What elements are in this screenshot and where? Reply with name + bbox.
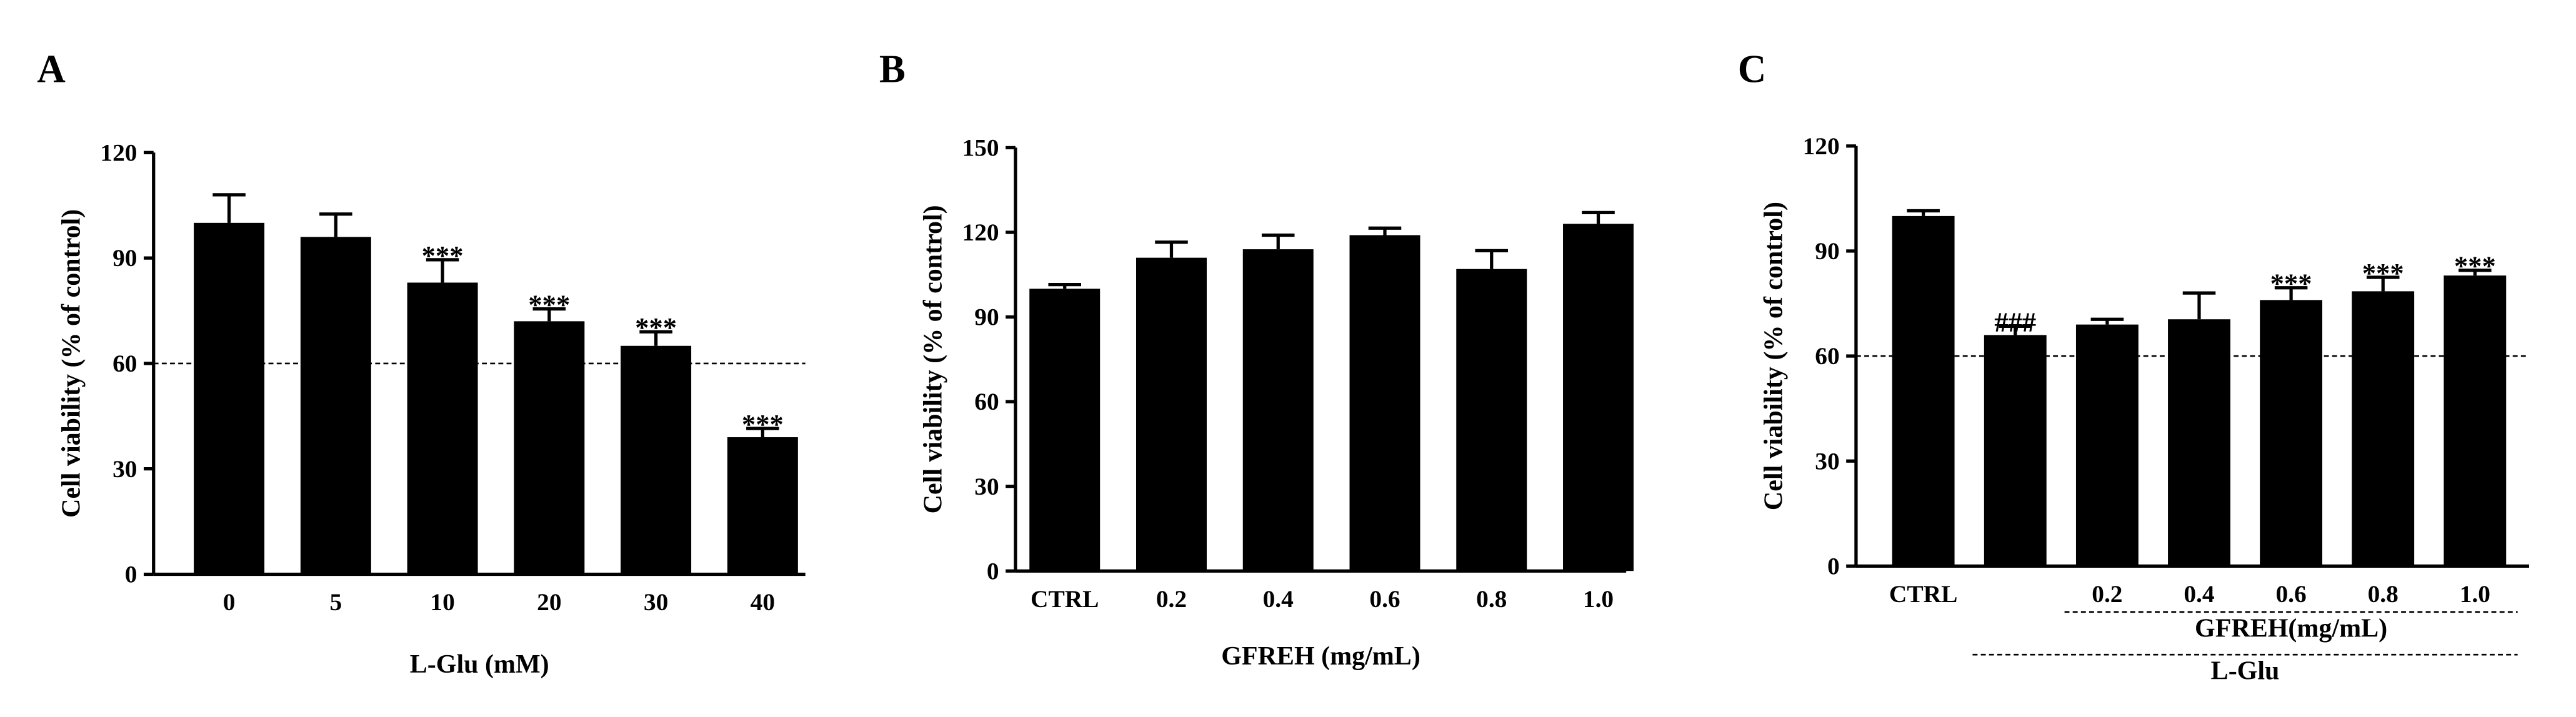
bar xyxy=(621,345,692,575)
y-tick-label: 90 xyxy=(112,244,137,272)
panel-label: A xyxy=(37,47,66,91)
bar xyxy=(514,321,585,575)
x-tick-label: 20 xyxy=(537,588,561,616)
y-tick-label: 30 xyxy=(112,455,137,483)
bar xyxy=(1984,335,2047,566)
y-tick-label: 0 xyxy=(1827,552,1840,580)
y-tick-label: 120 xyxy=(962,219,999,246)
x-tick-label: 0.4 xyxy=(1263,585,1294,613)
x-tick-label: 0 xyxy=(223,588,236,616)
x-tick-label: 1.0 xyxy=(2460,580,2490,608)
significance-label: *** xyxy=(2270,268,2312,299)
bar xyxy=(2444,275,2507,566)
significance-label: *** xyxy=(742,408,784,440)
x-tick-label: CTRL xyxy=(1889,580,1957,608)
group-label: L-Glu xyxy=(2211,657,2280,686)
x-tick-label: 0.6 xyxy=(2275,580,2306,608)
bar xyxy=(407,282,478,575)
x-tick-label: 1.0 xyxy=(1583,585,1614,613)
significance-label: *** xyxy=(635,312,677,343)
y-tick-label: 30 xyxy=(974,473,999,500)
y-axis-label: Cell viability (% of control) xyxy=(57,209,86,518)
x-tick-label: 0.6 xyxy=(1369,585,1400,613)
bar xyxy=(2075,324,2139,566)
y-tick-label: 90 xyxy=(974,304,999,331)
bar xyxy=(1242,249,1314,571)
significance-label: *** xyxy=(528,289,570,320)
x-tick-label: 0.2 xyxy=(2092,580,2122,608)
y-tick-label: 0 xyxy=(125,561,137,588)
x-tick-label: 40 xyxy=(751,588,775,616)
group-label: GFREH(mg/mL) xyxy=(2195,614,2387,643)
significance-label: *** xyxy=(2362,257,2404,289)
bar xyxy=(194,222,265,575)
y-tick-label: 120 xyxy=(100,139,137,166)
x-tick-label: 30 xyxy=(644,588,668,616)
x-tick-label: CTRL xyxy=(1031,585,1099,613)
y-tick-label: 60 xyxy=(112,350,137,377)
x-tick-label: 0.8 xyxy=(1476,585,1507,613)
bar xyxy=(1563,224,1634,571)
bar xyxy=(727,437,798,575)
panel-label: B xyxy=(879,47,906,91)
y-axis-label: Cell viability (% of control) xyxy=(919,205,948,513)
bar xyxy=(1029,289,1101,571)
bar xyxy=(1349,235,1420,571)
significance-label: *** xyxy=(2454,250,2496,282)
y-tick-label: 60 xyxy=(1815,342,1839,370)
bar xyxy=(2352,291,2415,566)
bar xyxy=(300,237,371,575)
bar xyxy=(1136,257,1207,571)
bar xyxy=(1456,269,1527,571)
y-tick-label: 0 xyxy=(987,557,999,585)
bar xyxy=(2168,319,2230,566)
y-tick-label: 30 xyxy=(1815,447,1839,475)
panel-label: C xyxy=(1738,47,1767,91)
significance-label: *** xyxy=(422,240,464,271)
x-tick-label: 0.2 xyxy=(1156,585,1187,613)
x-tick-label: 5 xyxy=(329,588,342,616)
x-tick-label: 0.4 xyxy=(2184,580,2214,608)
y-tick-label: 90 xyxy=(1815,237,1839,265)
significance-label: ### xyxy=(1994,306,2036,337)
x-tick-label: 10 xyxy=(430,588,454,616)
bar xyxy=(2260,300,2323,566)
x-tick-label: 0.8 xyxy=(2368,580,2399,608)
y-tick-label: 120 xyxy=(1803,132,1840,160)
y-axis-label: Cell viability (% of control) xyxy=(1760,202,1789,510)
y-tick-label: 150 xyxy=(962,134,999,162)
x-axis-label: GFREH (mg/mL) xyxy=(1221,642,1420,671)
x-axis-label: L-Glu (mM) xyxy=(410,650,549,679)
y-tick-label: 60 xyxy=(974,388,999,415)
bar xyxy=(1892,215,1955,566)
